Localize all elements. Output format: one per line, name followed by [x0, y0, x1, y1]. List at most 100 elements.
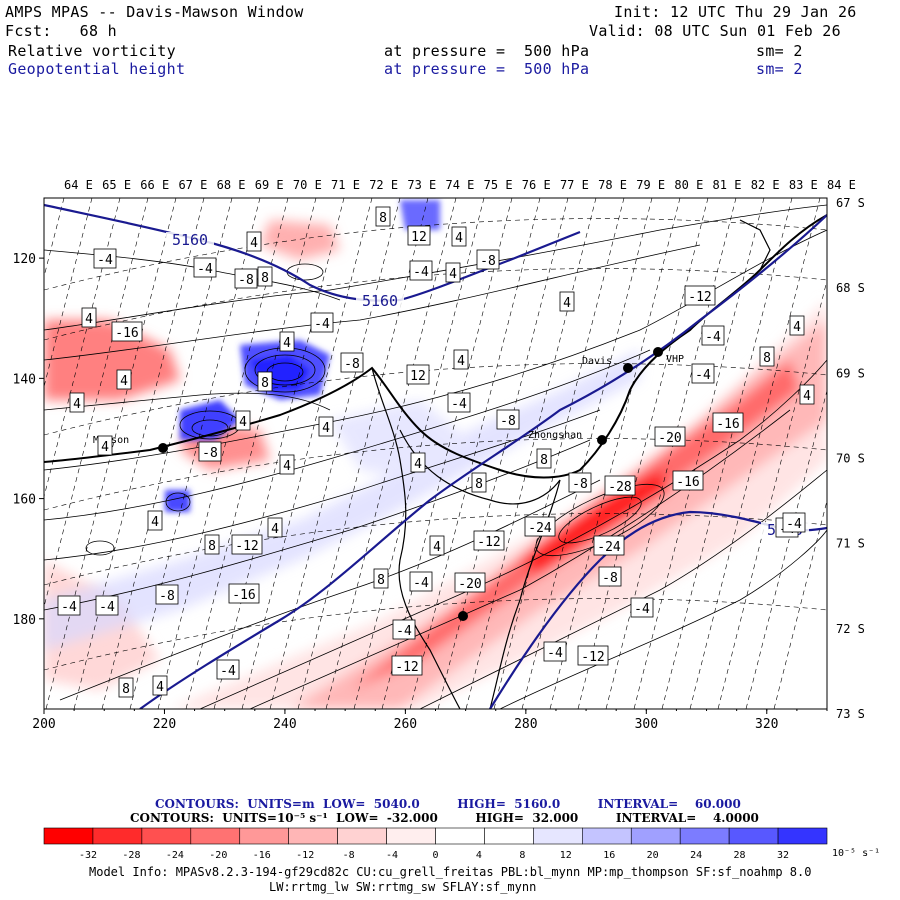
- vorticity-label-box: [392, 619, 416, 640]
- longitude-label: 66 E: [140, 178, 169, 192]
- vorticity-label-box: [375, 206, 391, 227]
- latitude-label: 71 S: [836, 537, 865, 551]
- longitude-label: 81 E: [713, 178, 742, 192]
- longitude-label: 68 E: [217, 178, 246, 192]
- x-tick-label: 220: [153, 717, 176, 732]
- colorbar-tick-label: -28: [122, 850, 140, 861]
- vorticity-label: -4: [413, 576, 429, 591]
- vorticity-label: -12: [688, 290, 711, 305]
- latitude-label: 70 S: [836, 452, 865, 466]
- longitude-label: 75 E: [484, 178, 513, 192]
- vorticity-label-box: [57, 595, 81, 616]
- vorticity-label-box: [152, 675, 168, 696]
- vorticity-label-box: [373, 568, 389, 589]
- colorbar-swatch: [386, 827, 436, 845]
- meridian-line: [241, 198, 373, 709]
- vorticity-label-box: [476, 249, 500, 270]
- vorticity-label-box: [318, 416, 334, 437]
- vorticity-label-box: [111, 321, 143, 342]
- vorticity-label: -4: [547, 646, 563, 661]
- vorticity-label-box: [799, 384, 815, 405]
- meridian-line: [0, 198, 36, 709]
- colorbar-swatch: [141, 827, 192, 845]
- meridian-line: [465, 198, 597, 709]
- vorticity-label: 4: [414, 457, 422, 472]
- longitude-label: 70 E: [293, 178, 322, 192]
- vorticity-label-box: [672, 470, 704, 491]
- vorticity-label-box: [789, 315, 805, 336]
- vorticity-label: 4: [85, 312, 93, 327]
- y-tick-label: 120: [13, 252, 36, 267]
- vorticity-label-box: [630, 597, 654, 618]
- meridian-line: [689, 198, 821, 709]
- latitude-label: 72 S: [836, 622, 865, 636]
- vorticity-label-box: [559, 291, 575, 312]
- meridian-line: [577, 198, 709, 709]
- shade-red-max: [520, 470, 670, 575]
- model-info: Model Info: MPASv8.2.3-194-gf29cd82c CU:…: [89, 865, 812, 879]
- latitude-label: 68 S: [836, 281, 865, 295]
- field1-level: at pressure = 500 hPa: [384, 42, 590, 60]
- vorticity-labels: 8 12 4 4 -8 -4 -4 8 -4 4 4 4 -4 -12 4 -4 4 -16 -8 12 8 4 -4 -4 8…: [57, 206, 815, 698]
- vorticity-label-box: [471, 472, 487, 493]
- vorticity-label-box: [246, 231, 262, 252]
- vorticity-label: -4: [634, 602, 650, 617]
- longitude-label: 74 E: [446, 178, 475, 192]
- colorbar-swatch: [777, 827, 828, 845]
- colorbar-tick-label: -24: [166, 850, 184, 861]
- longitude-label: 73 E: [407, 178, 436, 192]
- vorticity-label: 4: [239, 415, 247, 430]
- colorbar-swatch: [92, 827, 143, 845]
- vorticity-label-box: [409, 260, 433, 281]
- vorticity-label: 4: [101, 440, 109, 455]
- vorticity-label-box: [543, 641, 567, 662]
- vorticity-label-box: [216, 659, 240, 680]
- vorticity-label-box: [204, 534, 220, 555]
- vorticity-label: 8: [540, 453, 548, 468]
- vorticity-label: 12: [411, 230, 427, 245]
- colorbar-tick-label: -4: [386, 850, 398, 861]
- colorbar-swatch: [533, 827, 583, 845]
- y-tick-label: 140: [13, 372, 36, 387]
- meridian-line: [157, 198, 289, 709]
- height-contour-legend: CONTOURS: UNITS=m LOW= 5040.0 HIGH= 5160…: [155, 797, 741, 811]
- colorbar-tick-label: 4: [476, 850, 482, 861]
- forecast-hour: Fcst: 68 h: [5, 22, 117, 40]
- vorticity-label: -4: [451, 397, 467, 412]
- longitude-label: 65 E: [102, 178, 131, 192]
- vorticity-label: 4: [563, 296, 571, 311]
- longitude-label: 72 E: [369, 178, 398, 192]
- x-tick-label: 240: [273, 717, 296, 732]
- colorbar-swatch: [190, 827, 241, 845]
- vorticity-label: -16: [232, 588, 255, 603]
- colorbar-unit: 10⁻⁵ s⁻¹: [832, 848, 880, 859]
- longitude-label: 80 E: [674, 178, 703, 192]
- vorticity-label: -12: [581, 650, 604, 665]
- vorticity-label-box: [340, 352, 364, 373]
- vorticity-label: 4: [151, 515, 159, 530]
- y-tick-label: 180: [13, 613, 36, 628]
- vorticity-label-box: [391, 655, 423, 676]
- station-label: VHP: [666, 354, 684, 365]
- vorticity-label-box: [193, 257, 217, 278]
- vorticity-label: -8: [238, 273, 254, 288]
- x-tick-label: 200: [32, 717, 55, 732]
- vorticity-label-box: [759, 346, 775, 367]
- colorbar-tick-label: 16: [603, 850, 615, 861]
- vorticity-label-box: [198, 441, 222, 462]
- meridian-line: [633, 198, 765, 709]
- vorticity-label-box: [447, 392, 471, 413]
- valid-time: Valid: 08 UTC Sun 01 Feb 26: [589, 22, 841, 40]
- vorticity-label: 8: [379, 211, 387, 226]
- colorbar-tick-label: 28: [734, 850, 746, 861]
- latitude-label: 69 S: [836, 366, 865, 380]
- meridian-line: [437, 198, 569, 709]
- vorticity-label: -8: [159, 589, 175, 604]
- vorticity-label-box: [473, 530, 505, 551]
- vorticity-label: -12: [395, 660, 418, 675]
- vorticity-label-box: [310, 312, 334, 333]
- meridian-line: [129, 198, 261, 709]
- vorticity-label: -8: [344, 357, 360, 372]
- station-label: Davis: [582, 356, 612, 367]
- parallel-line: [44, 438, 827, 511]
